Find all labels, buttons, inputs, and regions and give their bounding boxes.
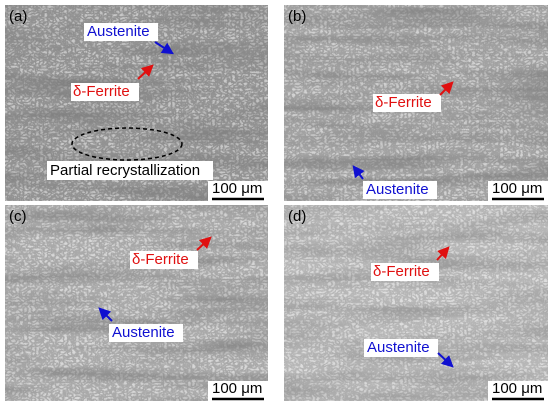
label-box [363, 181, 437, 199]
panel: (a) Austenite δ-Ferrite Partial recrysta… [5, 5, 268, 201]
panel-label: (a) [9, 8, 27, 25]
scale-box [208, 381, 268, 401]
annotation: δ-Ferrite [373, 263, 430, 280]
label-box [109, 324, 183, 342]
label-box [71, 83, 139, 101]
panel: (d) δ-Ferrite Austenite 100 μm [284, 205, 548, 401]
annotation: Austenite [112, 324, 175, 341]
arrow [352, 165, 365, 180]
arrow [436, 246, 450, 261]
label-box [130, 251, 198, 269]
arrow [437, 352, 454, 368]
region-outline [71, 127, 183, 161]
annotation: Partial recrystallization [50, 162, 200, 179]
annotation: Austenite [366, 181, 429, 198]
annotation: δ-Ferrite [132, 251, 189, 268]
arrow [98, 307, 113, 322]
arrow [137, 64, 154, 80]
arrow [154, 41, 175, 55]
panel-label: (b) [288, 8, 306, 25]
label-box [84, 23, 158, 41]
label-box [364, 339, 438, 357]
annotation: Austenite [367, 339, 430, 356]
panel: (b) δ-Ferrite Austenite 100 μm [284, 5, 548, 201]
arrow [439, 81, 454, 96]
scale-bar-label: 100 μm [212, 380, 262, 397]
annotation: δ-Ferrite [73, 83, 130, 100]
scale-box [488, 181, 548, 201]
label-box [47, 161, 213, 180]
label-box [371, 263, 439, 281]
scale-box [208, 181, 268, 201]
arrow [196, 236, 212, 251]
scale-bar-label: 100 μm [212, 180, 262, 197]
scale-bar-label: 100 μm [492, 380, 542, 397]
panel: (c) δ-Ferrite Austenite 100 μm [5, 205, 268, 401]
micrograph-grain [284, 205, 548, 401]
panel-label: (c) [9, 208, 27, 225]
label-box [373, 94, 441, 112]
annotation: Austenite [87, 23, 150, 40]
annotation: δ-Ferrite [375, 94, 432, 111]
panel-label: (d) [288, 208, 306, 225]
micrograph-grain [5, 205, 268, 401]
scale-bar-label: 100 μm [492, 180, 542, 197]
scale-box [488, 381, 548, 401]
